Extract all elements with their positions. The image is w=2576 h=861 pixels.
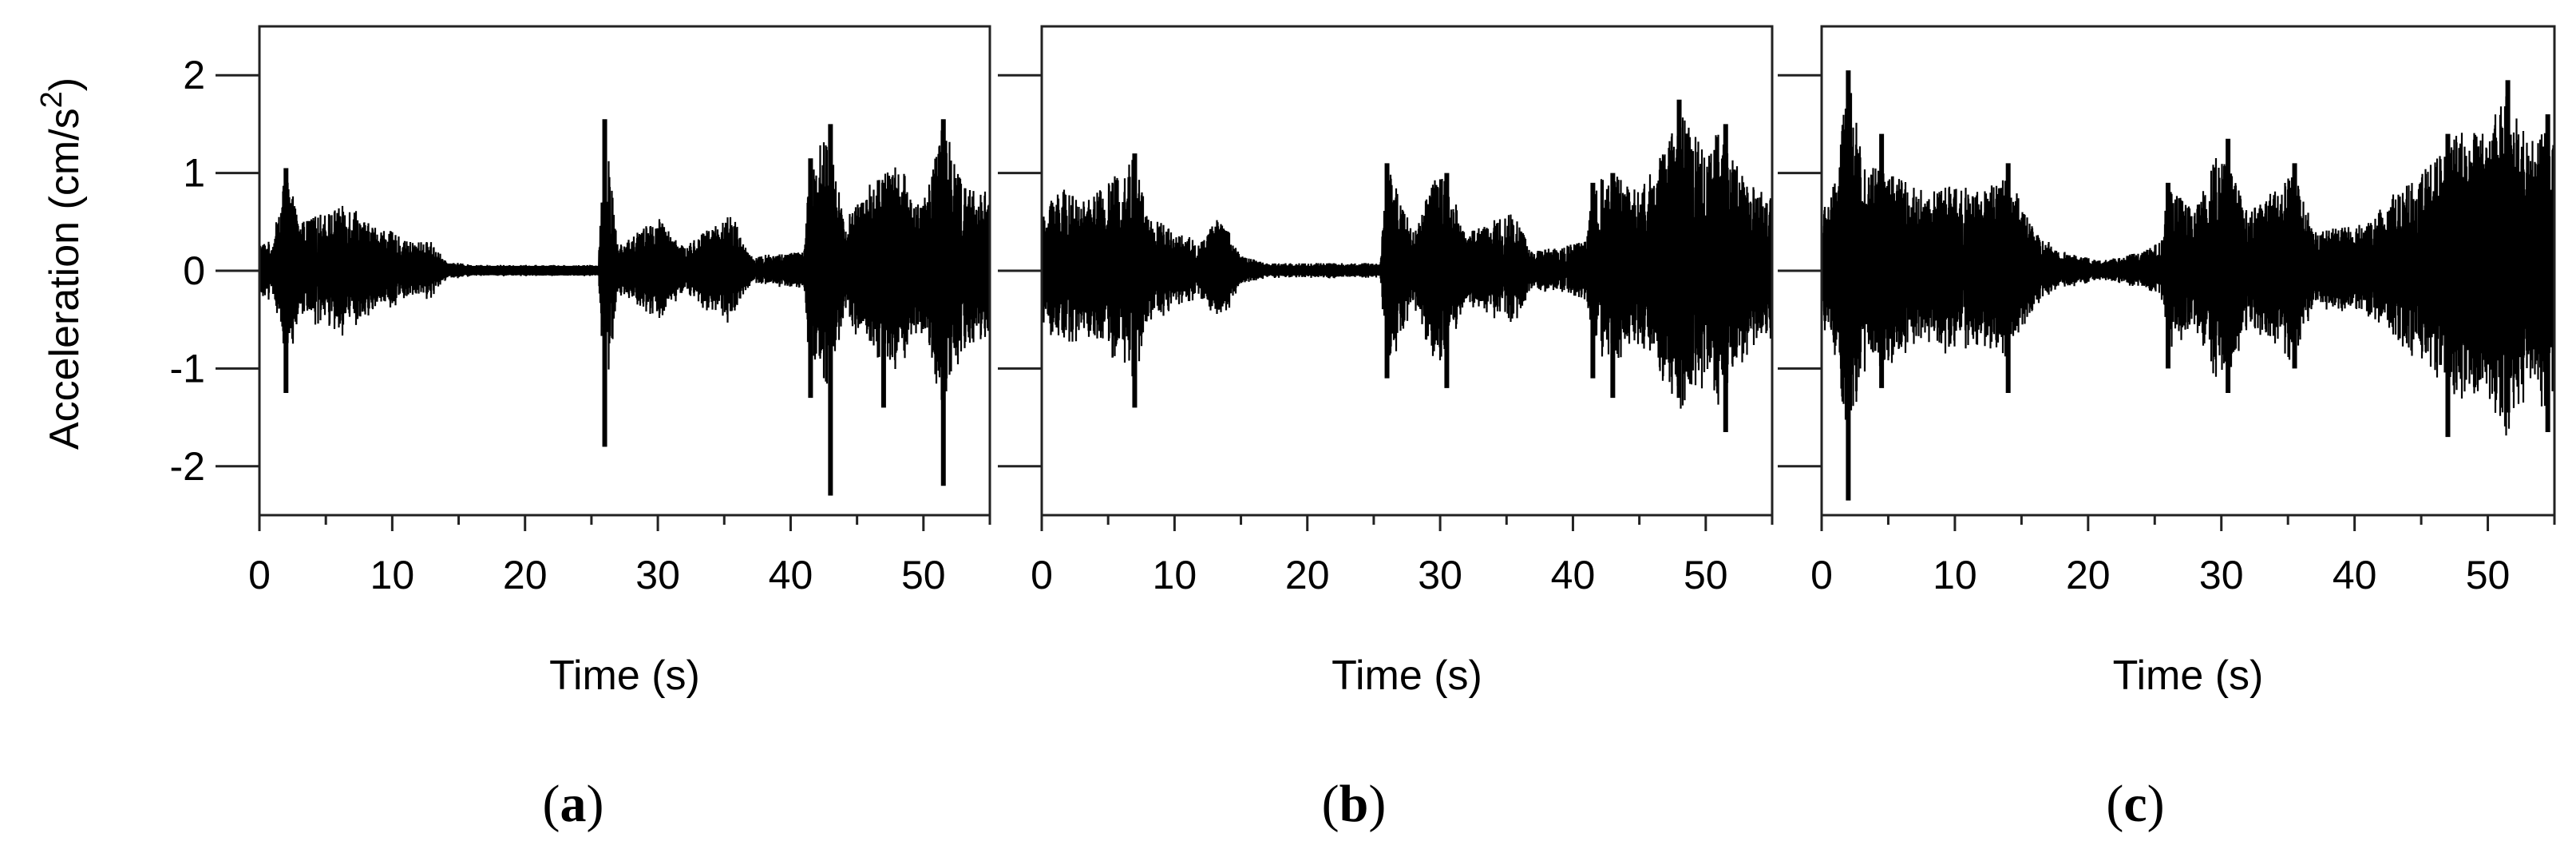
x-tick-label: 0 [248,553,271,597]
x-tick-label: 50 [1684,553,1728,597]
x-tick-label: 40 [1551,553,1596,597]
y-tick-label: 2 [183,53,205,97]
y-axis-title-superscript: 2 [35,91,69,108]
y-tick-label: -2 [170,444,205,489]
panel-c: 0 10 20 30 40 50 Time (s) [1778,25,2556,699]
y-axis-title-main: Acceleration (cm/s [42,108,88,450]
acceleration-series [1820,93,2556,436]
x-tick-label: 10 [370,553,415,597]
x-tick-label: 40 [769,553,813,597]
x-tick-label: 30 [635,553,680,597]
x-tick-label: 20 [2066,553,2111,597]
panel-label-a: (a) [543,775,604,833]
y-axis-title: Acceleration (cm/s2) [35,77,88,450]
y-axis-title-close: ) [42,77,88,91]
x-tick-label: 20 [1285,553,1330,597]
x-tick-label: 30 [1418,553,1462,597]
x-tick-label: 20 [503,553,548,597]
x-axis-title: Time (s) [549,653,700,699]
y-tick-label: 1 [183,151,205,196]
x-axis-title: Time (s) [1332,653,1482,699]
x-tick-label: 0 [1810,553,1833,597]
acceleration-series [1040,117,1774,409]
x-tick-label: 50 [2466,553,2511,597]
x-tick-label: 40 [2333,553,2377,597]
x-tick-label: 50 [901,553,946,597]
x-tick-label: 30 [2199,553,2244,597]
y-tick-label: 0 [183,248,205,293]
x-axis-title: Time (s) [2113,653,2264,699]
panel-label-b: (b) [1322,775,1387,833]
x-tick-label: 0 [1031,553,1053,597]
x-tick-label: 10 [1933,553,1977,597]
x-tick-label: 10 [1153,553,1197,597]
panel-b: 0 10 20 30 40 50 Time (s) [998,25,1774,699]
acceleration-series [258,130,991,402]
panel-label-c: (c) [2106,775,2164,833]
y-tick-label: -1 [170,346,205,391]
